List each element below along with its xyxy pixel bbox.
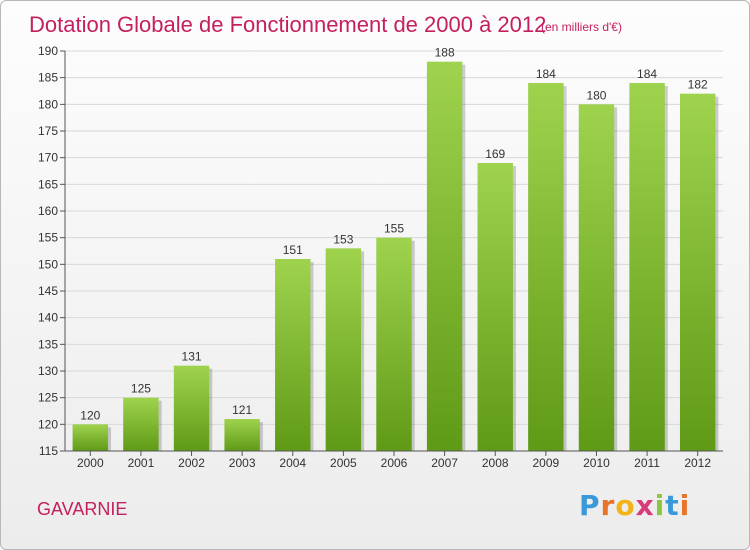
- data-label-2000: 120: [80, 408, 100, 422]
- x-tick-label-2012: 2012: [684, 456, 711, 470]
- x-tick-label-2005: 2005: [330, 456, 357, 470]
- data-label-2003: 121: [232, 403, 252, 417]
- logo-letter: t: [665, 489, 680, 522]
- x-tick-label-2001: 2001: [128, 456, 155, 470]
- chart-unit: (en milliers d'€): [541, 20, 622, 34]
- data-label-2002: 131: [182, 350, 202, 364]
- bars: 120 125 131 121 151 153 155 188 169 184 180 184 182: [72, 46, 719, 452]
- y-tick-label-115: 115: [39, 444, 58, 458]
- bar-2012: [679, 93, 716, 452]
- data-label-2007: 188: [435, 46, 455, 60]
- y-tick-label-190: 190: [38, 44, 58, 58]
- logo-letter: x: [635, 489, 655, 522]
- bar-2011: [629, 83, 665, 451]
- logo-letter: i: [654, 489, 666, 522]
- bar-2008: [477, 163, 513, 451]
- bar-2000: [72, 424, 109, 451]
- data-label-2006: 155: [384, 222, 404, 236]
- logo-letter: i: [679, 489, 691, 522]
- x-tick-label-2004: 2004: [279, 456, 306, 470]
- y-tick-label-130: 130: [38, 364, 58, 378]
- logo-letter: P: [579, 489, 601, 522]
- proxiti-logo: Proxiti: [579, 489, 690, 522]
- x-tick-label-2000: 2000: [77, 456, 104, 470]
- bar-2006: [376, 237, 412, 451]
- x-axis: 2000 2001 2002 2003 2004 2005 2006 2007 2008 2009…: [65, 450, 723, 470]
- chart-title: Dotation Globale de Fonctionnement de 20…: [29, 12, 546, 37]
- bar-2003: [224, 419, 260, 451]
- y-tick-label-175: 175: [38, 124, 58, 138]
- commune-name: GAVARNIE: [37, 499, 127, 519]
- data-label-2001: 125: [131, 382, 151, 396]
- y-tick-label-180: 180: [38, 97, 58, 111]
- data-label-2008: 169: [485, 147, 505, 161]
- y-tick-label-150: 150: [38, 257, 58, 271]
- x-tick-label-2011: 2011: [634, 456, 660, 470]
- y-tick-label-145: 145: [38, 284, 58, 298]
- y-tick-label-120: 120: [38, 417, 58, 431]
- bar-2004: [275, 259, 311, 451]
- x-tick-label-2008: 2008: [482, 456, 509, 470]
- bar-2001: [123, 397, 159, 451]
- bar-2002: [173, 365, 210, 451]
- data-label-2012: 182: [688, 78, 708, 92]
- x-tick-label-2003: 2003: [229, 456, 256, 470]
- x-tick-label-2007: 2007: [431, 456, 458, 470]
- data-label-2011: 184: [637, 67, 657, 81]
- bar-2009: [528, 83, 564, 451]
- data-label-2004: 151: [283, 243, 303, 257]
- y-tick-label-125: 125: [38, 391, 58, 405]
- bar-2007: [426, 61, 463, 452]
- y-tick-label-135: 135: [38, 337, 58, 351]
- y-tick-label-170: 170: [38, 151, 58, 165]
- bar-2010: [578, 104, 615, 451]
- y-axis: 115 120 125 130 135 140 145 150 155 160 165 170 175 1…: [38, 44, 66, 458]
- x-tick-label-2002: 2002: [178, 456, 205, 470]
- x-tick-label-2010: 2010: [583, 456, 610, 470]
- logo-letter: r: [600, 489, 616, 522]
- bar-2005: [325, 248, 362, 451]
- y-tick-label-185: 185: [38, 71, 58, 85]
- y-tick-label-165: 165: [38, 177, 58, 191]
- x-tick-label-2006: 2006: [381, 456, 408, 470]
- data-label-2010: 180: [586, 88, 606, 102]
- y-tick-label-155: 155: [38, 231, 58, 245]
- logo-letter: o: [615, 489, 636, 522]
- y-tick-label-140: 140: [38, 311, 58, 325]
- data-label-2009: 184: [536, 67, 556, 81]
- x-tick-label-2009: 2009: [532, 456, 559, 470]
- data-label-2005: 153: [333, 232, 353, 246]
- y-tick-label-160: 160: [38, 204, 58, 218]
